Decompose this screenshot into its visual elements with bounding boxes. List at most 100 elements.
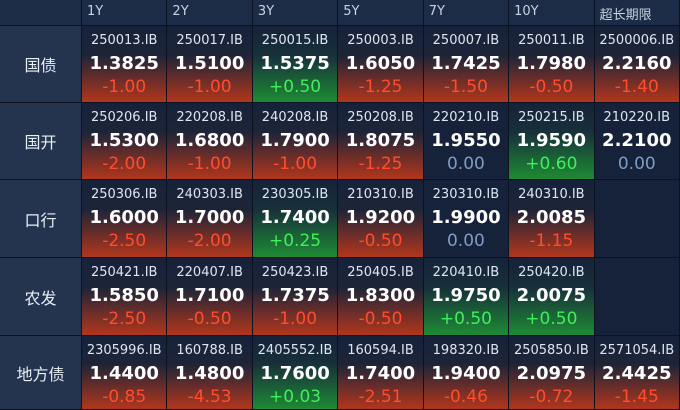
bond-code: 250423.IB [261, 265, 329, 280]
bond-cell: 250003.IB 1.6050 -1.25 [338, 26, 424, 103]
yield-change: +0.50 [525, 309, 578, 329]
bond-yield: 2.0075 [516, 285, 587, 306]
bond-yield: 1.7600 [260, 363, 330, 384]
column-header: 2Y [167, 0, 253, 26]
bond-cell: 250013.IB 1.3825 -1.00 [82, 26, 168, 103]
yield-change: -2.00 [102, 154, 147, 174]
bond-code: 250206.IB [90, 110, 158, 125]
bond-cell: 250423.IB 1.7375 -1.00 [252, 258, 339, 336]
bond-cell: 250007.IB 1.7425 -1.50 [423, 26, 510, 103]
bond-yield: 2.4425 [602, 363, 672, 384]
bond-yield: 1.7400 [345, 363, 416, 384]
column-header: 10Y [509, 0, 595, 26]
bond-yield: 1.5375 [260, 53, 330, 74]
bond-code: 240310.IB [518, 187, 585, 202]
bond-code: 250215.IB [518, 110, 585, 125]
row-label: 国开 [0, 103, 82, 180]
bond-cell: 220210.IB 1.9550 0.00 [423, 103, 510, 180]
bond-yield: 1.9550 [431, 130, 501, 151]
row-label: 口行 [0, 180, 82, 258]
yield-change: -1.15 [529, 231, 574, 251]
bond-yield: 1.7375 [260, 285, 330, 306]
bond-cell: 2405552.IB 1.7600 +0.03 [252, 336, 339, 410]
yield-change: +0.50 [269, 77, 322, 97]
empty-cell [594, 180, 680, 258]
bond-code: 250013.IB [90, 33, 158, 48]
bond-code: 250420.IB [518, 265, 585, 280]
yield-change: -2.51 [358, 387, 403, 407]
yield-change: -1.00 [273, 309, 318, 329]
bond-yield: 1.9750 [431, 285, 501, 306]
bond-cell: 240310.IB 2.0085 -1.15 [509, 180, 595, 258]
bond-code: 160788.IB [176, 343, 243, 358]
bond-yield: 1.3825 [89, 53, 159, 74]
yield-change: -1.25 [358, 77, 403, 97]
bond-yield: 1.7100 [174, 285, 245, 306]
bond-yield: 1.8075 [345, 130, 416, 151]
bond-cell: 2505850.IB 2.0975 -0.72 [509, 336, 595, 410]
bond-code: 210220.IB [603, 110, 671, 125]
corner [0, 0, 82, 26]
bond-cell: 250421.IB 1.5850 -2.50 [82, 258, 168, 336]
yield-change: -1.50 [443, 77, 488, 97]
bond-yield: 1.4800 [174, 363, 245, 384]
bond-cell: 2305996.IB 1.4400 -0.85 [82, 336, 168, 410]
bond-yield: 2.0975 [516, 363, 587, 384]
bond-cell: 250015.IB 1.5375 +0.50 [252, 26, 339, 103]
yield-change: -1.00 [187, 154, 232, 174]
yield-change: 0.00 [446, 154, 485, 174]
row-label: 地方债 [0, 336, 82, 410]
bond-cell: 250405.IB 1.8300 -0.50 [338, 258, 424, 336]
bond-cell: 220407.IB 1.7100 -0.50 [167, 258, 253, 336]
bond-yield: 1.5100 [174, 53, 245, 74]
bond-code: 198320.IB [432, 343, 500, 358]
bond-cell: 250420.IB 2.0075 +0.50 [509, 258, 595, 336]
bond-cell: 220410.IB 1.9750 +0.50 [423, 258, 510, 336]
bond-yield: 1.7400 [260, 207, 330, 228]
bond-yield: 2.2160 [602, 53, 672, 74]
bond-yield: 1.9200 [345, 207, 416, 228]
yield-change: -4.53 [187, 387, 232, 407]
bond-code: 250405.IB [347, 265, 414, 280]
yield-change: -1.40 [614, 77, 659, 97]
bond-cell: 230305.IB 1.7400 +0.25 [252, 180, 339, 258]
bond-cell: 220208.IB 1.6800 -1.00 [167, 103, 253, 180]
bond-code: 250015.IB [261, 33, 329, 48]
bond-yield: 1.5850 [89, 285, 159, 306]
bond-cell: 240303.IB 1.7000 -2.00 [167, 180, 253, 258]
yield-change: -0.85 [102, 387, 147, 407]
bond-code: 220407.IB [176, 265, 243, 280]
bond-yield: 1.6050 [345, 53, 416, 74]
bond-code: 220410.IB [432, 265, 500, 280]
bond-yield: 1.6800 [174, 130, 245, 151]
bond-code: 230310.IB [432, 187, 500, 202]
bond-cell: 240208.IB 1.7900 -1.00 [252, 103, 339, 180]
yield-change: -1.00 [273, 154, 318, 174]
bond-code: 250007.IB [432, 33, 500, 48]
yield-change: -0.46 [443, 387, 488, 407]
yield-change: -1.00 [102, 77, 147, 97]
bond-cell: 210310.IB 1.9200 -0.50 [338, 180, 424, 258]
bond-yield: 1.6000 [89, 207, 159, 228]
bond-code: 230305.IB [261, 187, 329, 202]
bond-code: 240208.IB [261, 110, 329, 125]
bond-yield: 1.8300 [345, 285, 416, 306]
bond-yield: 2.0085 [516, 207, 587, 228]
column-header: 超长期限 [594, 0, 680, 26]
bond-cell: 198320.IB 1.9400 -0.46 [423, 336, 510, 410]
yield-change: -1.25 [358, 154, 403, 174]
bond-yield: 1.9590 [516, 130, 587, 151]
column-header: 5Y [338, 0, 424, 26]
bond-code: 220208.IB [176, 110, 243, 125]
bond-cell: 250011.IB 1.7980 -0.50 [509, 26, 595, 103]
bond-code: 240303.IB [176, 187, 243, 202]
yield-change: -0.50 [358, 231, 403, 251]
yield-change: 0.00 [617, 154, 656, 174]
yield-change: +0.03 [269, 387, 322, 407]
yield-change: -2.50 [102, 309, 147, 329]
bond-cell: 210220.IB 2.2100 0.00 [594, 103, 680, 180]
bond-code: 220210.IB [432, 110, 500, 125]
yield-change: -0.72 [529, 387, 574, 407]
bond-cell: 250215.IB 1.9590 +0.60 [509, 103, 595, 180]
